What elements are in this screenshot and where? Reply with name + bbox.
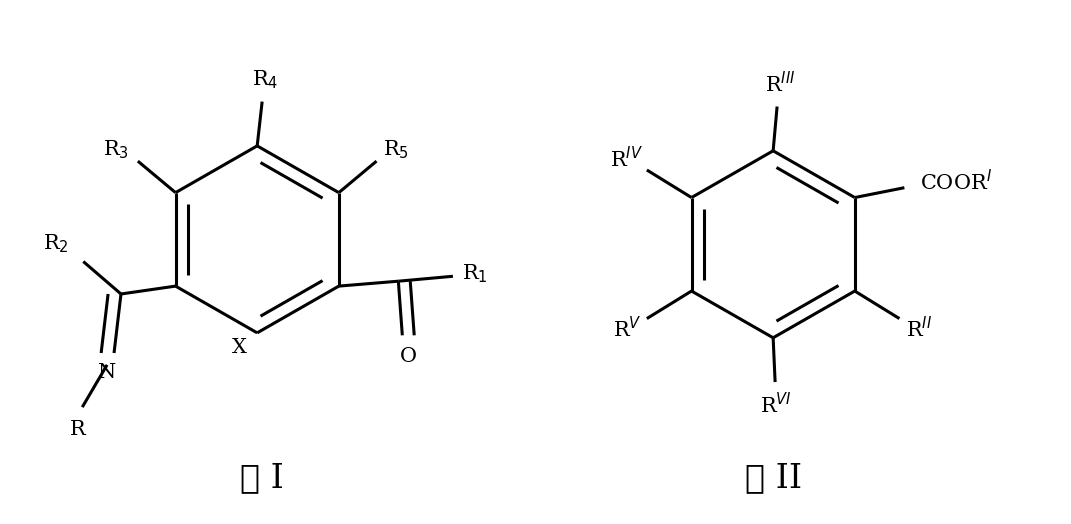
- Text: R$^{V}$: R$^{V}$: [613, 316, 642, 341]
- Text: R$^{IV}$: R$^{IV}$: [610, 146, 644, 171]
- Text: R$_2$: R$_2$: [43, 233, 69, 255]
- Text: R$_5$: R$_5$: [383, 138, 409, 161]
- Text: 式 I: 式 I: [240, 463, 284, 495]
- Text: N: N: [97, 363, 117, 382]
- Text: R$^{II}$: R$^{II}$: [906, 316, 933, 341]
- Text: 式 II: 式 II: [744, 463, 802, 495]
- Text: R: R: [70, 420, 86, 439]
- Text: R$_1$: R$_1$: [462, 262, 487, 285]
- Text: O: O: [399, 347, 417, 366]
- Text: R$_3$: R$_3$: [103, 138, 129, 161]
- Text: X: X: [232, 338, 246, 357]
- Text: COOR$^{I}$: COOR$^{I}$: [920, 169, 992, 194]
- Text: R$_4$: R$_4$: [252, 69, 278, 91]
- Text: R$^{III}$: R$^{III}$: [765, 71, 796, 96]
- Text: R$^{VI}$: R$^{VI}$: [760, 392, 793, 417]
